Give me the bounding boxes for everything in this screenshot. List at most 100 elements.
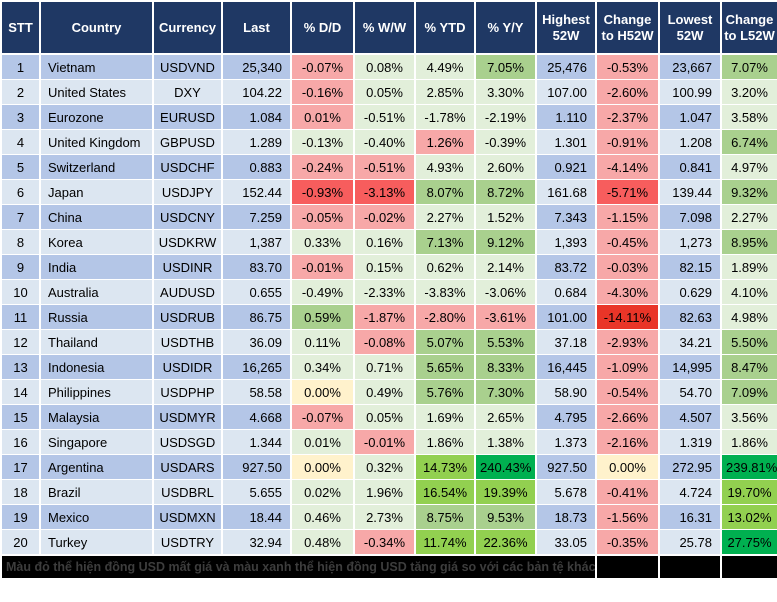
table-row: 18 Brazil USDBRL 5.655 0.02% 1.96% 16.54% 19.39…: [0, 479, 777, 505]
ytd-cell: 1.69%: [414, 404, 476, 430]
ytd-cell: 2.27%: [414, 204, 476, 230]
ww-cell: 1.96%: [353, 479, 416, 505]
l52-cell: 272.95: [658, 454, 722, 480]
dd-cell: -0.01%: [290, 254, 355, 280]
fx-rates-panel: STT Country Currency Last% D/D% W/W% YTD% Y…: [0, 0, 777, 580]
table-row: 20 Turkey USDTRY 32.94 0.48% -0.34% 11.74% 22.3…: [0, 529, 777, 556]
cl52-cell: 3.56%: [720, 404, 777, 430]
ch52-cell: -14.11%: [595, 304, 660, 330]
currency-cell: USDJPY: [152, 179, 223, 205]
table-header-row: STT Country Currency Last% D/D% W/W% YTD% Y…: [0, 0, 777, 55]
cl52-cell: 6.74%: [720, 129, 777, 155]
currency-cell: USDTHB: [152, 329, 223, 355]
stt-cell: 5: [0, 154, 41, 180]
stt-cell: 2: [0, 79, 41, 105]
ww-cell: -0.01%: [353, 429, 416, 455]
l52-cell: 0.629: [658, 279, 722, 305]
ch52-cell: -0.35%: [595, 529, 660, 556]
h52-cell: 18.73: [535, 504, 597, 530]
country-cell: Singapore: [39, 429, 154, 455]
table-row: 6 Japan USDJPY 152.44 -0.93% -3.13% 8.07% 8.72%…: [0, 179, 777, 205]
table-row: 10 Australia AUDUSD 0.655 -0.49% -2.33% -3.83%…: [0, 279, 777, 305]
yy-cell: -3.61%: [474, 304, 537, 330]
l52-cell: 23,667: [658, 53, 722, 80]
cl52-cell: 8.95%: [720, 229, 777, 255]
ytd-cell: 7.13%: [414, 229, 476, 255]
l52-cell: 82.63: [658, 304, 722, 330]
dd-cell: 0.48%: [290, 529, 355, 556]
table-row: 3 Eurozone EURUSD 1.084 0.01% -0.51% -1.78% -2.…: [0, 104, 777, 130]
currency-cell: USDBRL: [152, 479, 223, 505]
ww-cell: 0.32%: [353, 454, 416, 480]
h52-cell: 927.50: [535, 454, 597, 480]
last-cell: 1,387: [221, 229, 292, 255]
l52-cell: 34.21: [658, 329, 722, 355]
country-cell: Turkey: [39, 529, 154, 556]
ww-cell: -0.08%: [353, 329, 416, 355]
table-row: 1 Vietnam USDVND 25,340 -0.07% 0.08% 4.49% 7.05…: [0, 53, 777, 80]
dd-cell: 0.11%: [290, 329, 355, 355]
table-footer: Màu đỏ thể hiện đồng USD mất giá và màu …: [0, 554, 777, 580]
yy-cell: -0.39%: [474, 129, 537, 155]
currency-cell: USDARS: [152, 454, 223, 480]
l52-cell: 139.44: [658, 179, 722, 205]
cl52-cell: 5.50%: [720, 329, 777, 355]
ww-cell: -0.02%: [353, 204, 416, 230]
stt-cell: 11: [0, 304, 41, 330]
h52-cell: 1.373: [535, 429, 597, 455]
ch52-cell: -0.45%: [595, 229, 660, 255]
ch52-cell: 0.00%: [595, 454, 660, 480]
ww-cell: 0.05%: [353, 404, 416, 430]
last-cell: 7.259: [221, 204, 292, 230]
last-cell: 1.344: [221, 429, 292, 455]
ytd-cell: 4.49%: [414, 53, 476, 80]
table-row: 12 Thailand USDTHB 36.09 0.11% -0.08% 5.07% 5.5…: [0, 329, 777, 355]
stt-cell: 4: [0, 129, 41, 155]
table-body: 1 Vietnam USDVND 25,340 -0.07% 0.08% 4.49% 7.05…: [0, 53, 777, 556]
currency-cell: USDRUB: [152, 304, 223, 330]
ww-cell: 0.15%: [353, 254, 416, 280]
h52-cell: 0.684: [535, 279, 597, 305]
ch52-cell: -5.71%: [595, 179, 660, 205]
yy-cell: 1.38%: [474, 429, 537, 455]
l52-cell: 4.724: [658, 479, 722, 505]
cl52-cell: 9.32%: [720, 179, 777, 205]
last-cell: 16,265: [221, 354, 292, 380]
cl52-cell: 8.47%: [720, 354, 777, 380]
last-cell: 86.75: [221, 304, 292, 330]
dd-cell: 0.00%: [290, 379, 355, 405]
table-row: 7 China USDCNY 7.259 -0.05% -0.02% 2.27% 1.52% 7…: [0, 204, 777, 230]
stt-cell: 1: [0, 53, 41, 80]
cl52-cell: 2.27%: [720, 204, 777, 230]
yy-cell: 7.30%: [474, 379, 537, 405]
col-header-last: Last: [221, 0, 292, 55]
currency-cell: USDVND: [152, 53, 223, 80]
last-cell: 927.50: [221, 454, 292, 480]
last-cell: 4.668: [221, 404, 292, 430]
ww-cell: 2.73%: [353, 504, 416, 530]
cl52-cell: 7.09%: [720, 379, 777, 405]
last-cell: 5.655: [221, 479, 292, 505]
col-header-country: Country: [39, 0, 154, 55]
table-row: 19 Mexico USDMXN 18.44 0.46% 2.73% 8.75% 9.53% 1…: [0, 504, 777, 530]
last-cell: 18.44: [221, 504, 292, 530]
l52-cell: 100.99: [658, 79, 722, 105]
currency-cell: USDCHF: [152, 154, 223, 180]
l52-cell: 54.70: [658, 379, 722, 405]
currency-cell: USDKRW: [152, 229, 223, 255]
country-cell: Brazil: [39, 479, 154, 505]
yy-cell: 8.33%: [474, 354, 537, 380]
currency-cell: GBPUSD: [152, 129, 223, 155]
dd-cell: 0.33%: [290, 229, 355, 255]
l52-cell: 1.208: [658, 129, 722, 155]
cl52-cell: 4.10%: [720, 279, 777, 305]
footer-row: Màu đỏ thể hiện đồng USD mất giá và màu …: [0, 554, 777, 580]
h52-cell: 1.110: [535, 104, 597, 130]
last-cell: 25,340: [221, 53, 292, 80]
ww-cell: -0.51%: [353, 154, 416, 180]
stt-cell: 20: [0, 529, 41, 556]
ww-cell: -1.87%: [353, 304, 416, 330]
last-cell: 1.289: [221, 129, 292, 155]
stt-cell: 9: [0, 254, 41, 280]
ytd-cell: -3.83%: [414, 279, 476, 305]
